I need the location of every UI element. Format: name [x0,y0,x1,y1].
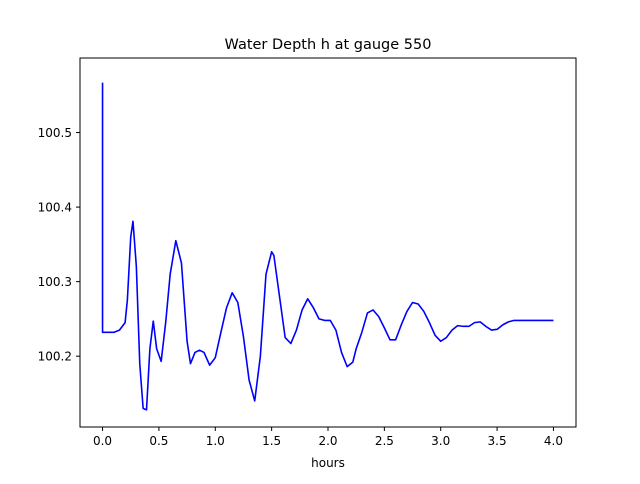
x-axis: 0.0 0.5 1.0 1.5 2.0 2.5 3.0 3.5 4.0 [93,427,563,448]
x-tick-label: 1.5 [262,434,281,448]
y-axis: 100.2 100.3 100.4 100.5 [38,126,80,364]
y-tick-label: 100.3 [38,275,72,289]
x-tick-label: 2.0 [318,434,337,448]
y-tick-label: 100.4 [38,201,72,215]
x-tick-label: 3.0 [431,434,450,448]
x-tick-label: 0.5 [149,434,168,448]
series-line [101,82,554,411]
x-tick-label: 3.5 [488,434,507,448]
chart-title: Water Depth h at gauge 550 [225,37,432,53]
x-tick-label: 0.0 [93,434,112,448]
x-tick-label: 2.5 [375,434,394,448]
x-tick-label: 4.0 [544,434,563,448]
x-axis-label: hours [311,456,345,470]
y-tick-label: 100.5 [38,126,72,140]
y-tick-label: 100.2 [38,350,72,364]
x-tick-label: 1.0 [206,434,225,448]
